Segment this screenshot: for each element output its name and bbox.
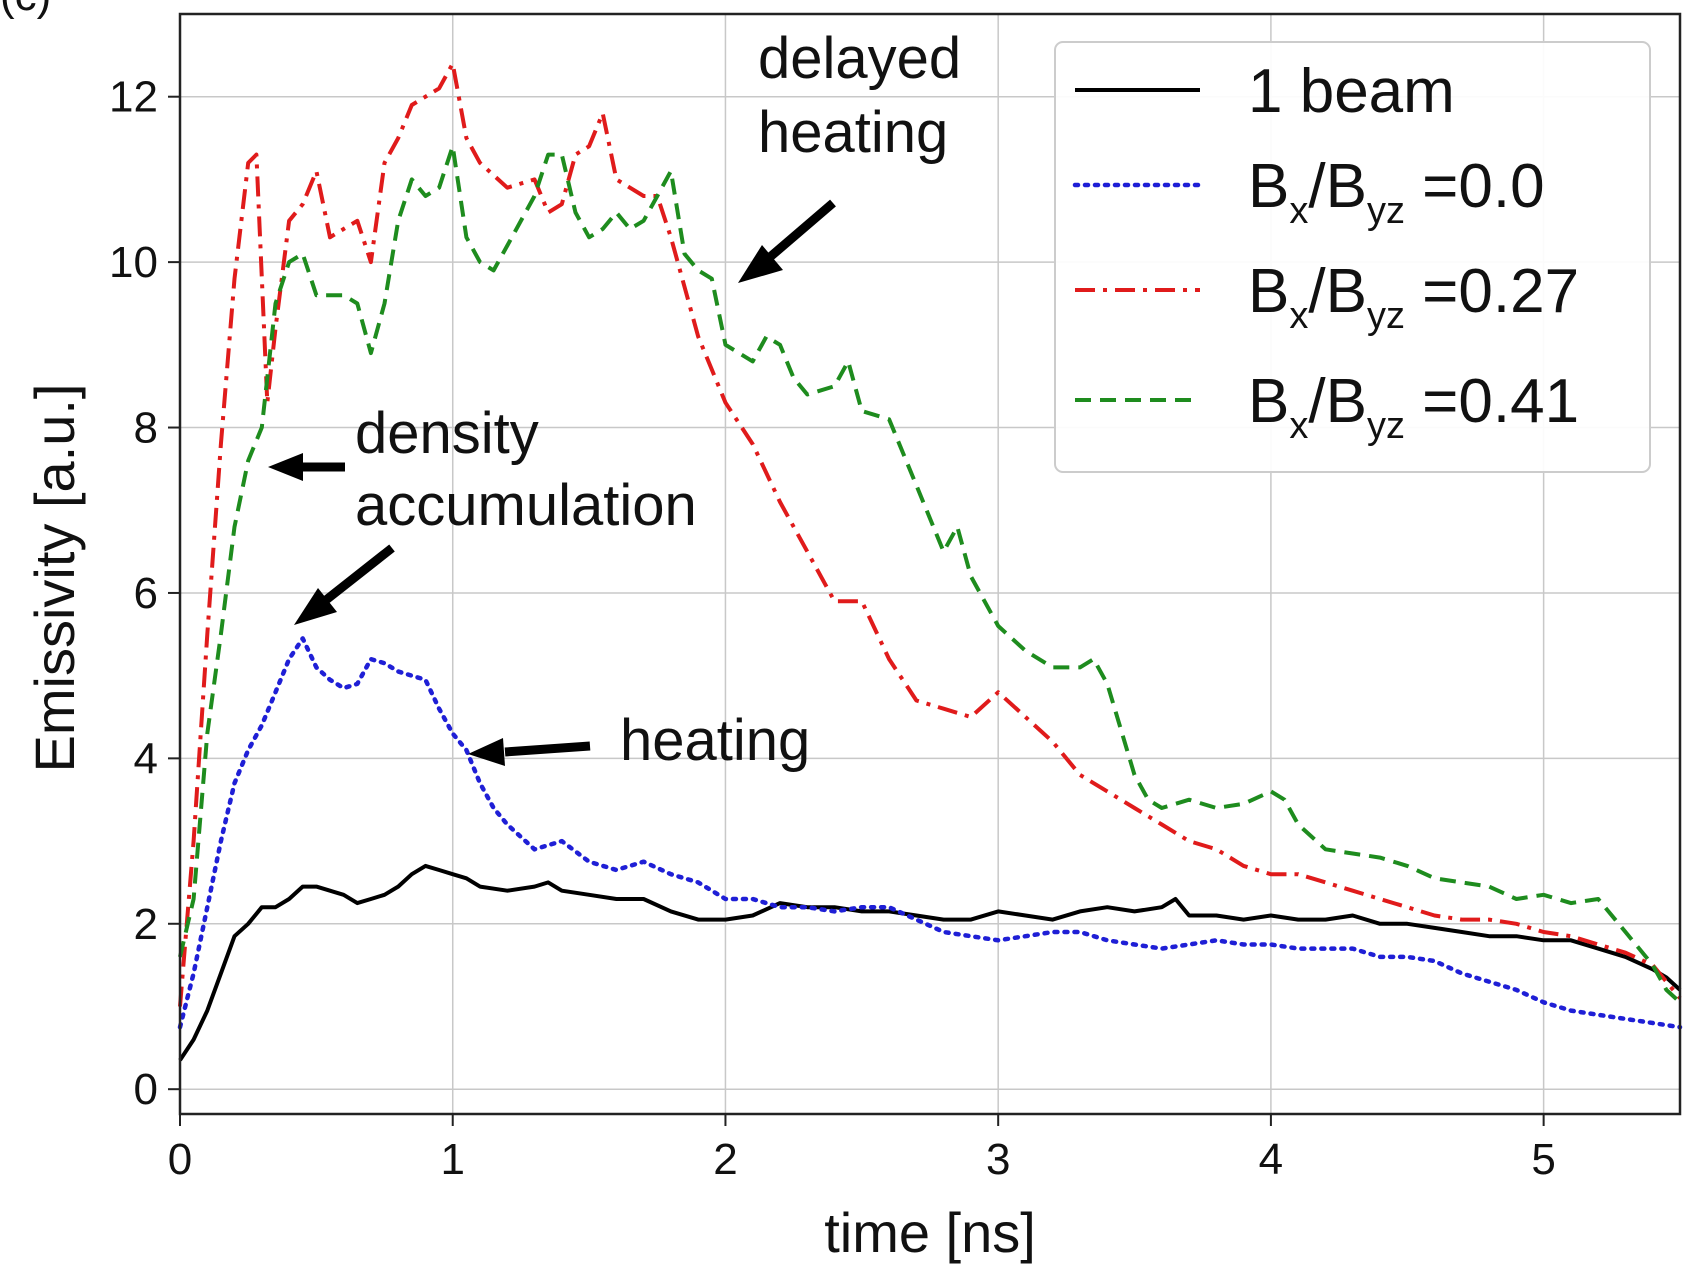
y-tick-label: 12 [109,73,158,122]
x-axis-label: time [ns] [824,1201,1036,1264]
legend-label: 1 beam [1248,57,1455,126]
series-1-beam [178,863,1682,1062]
arrow [268,453,345,481]
series-bx-byz-0-0 [177,636,1683,1030]
plot-frame [178,12,1682,1116]
legend-box [1054,41,1651,473]
legend-label: Bx/Byz =0.41 [1248,367,1579,447]
annotation-text: heating [758,100,948,165]
annotation-heating: heating [468,708,810,773]
y-tick-label: 10 [109,238,158,287]
annotation-density-accumulation: density accumulation [268,401,697,625]
x-tick-label: 4 [1259,1135,1283,1184]
y-axis-label: Emissivity [a.u.] [23,384,86,773]
x-tick-label: 0 [168,1135,192,1184]
annotation-text: delayed [758,26,961,91]
arrow [468,738,591,766]
y-tick-label: 0 [134,1065,158,1114]
legend-item: Bx/Byz =0.0 [1072,152,1545,232]
annotation-text: heating [620,708,810,773]
y-tick-label: 8 [134,404,158,453]
legend: 1 beam Bx/Byz =0.0 Bx/Byz =0.27 Bx/Byz =0.4… [1054,41,1651,473]
annotation-text: accumulation [355,473,697,538]
legend-label: Bx/Byz =0.0 [1248,152,1545,232]
series-bx-byz-0-27 [178,61,1682,1007]
y-tick-label: 6 [134,569,158,618]
legend-label: Bx/Byz =0.27 [1248,257,1579,337]
x-tick-label: 2 [713,1135,737,1184]
legend-item: 1 beam [1075,57,1455,126]
y-tick-label: 4 [134,734,158,783]
arrow [738,199,836,283]
legend-item: Bx/Byz =0.27 [1075,257,1579,337]
legend-item: Bx/Byz =0.41 [1075,367,1579,447]
annotation-text: density [355,401,539,466]
series-bx-byz-0-41 [178,144,1682,1004]
x-tick-label: 5 [1531,1135,1555,1184]
x-tick-label: 1 [440,1135,464,1184]
series-layer [177,61,1683,1062]
panel-label: (c) [0,0,51,20]
arrow [294,544,395,625]
x-tick-label: 3 [986,1135,1010,1184]
annotation-delayed-heating: delayed heating [738,26,961,283]
y-tick-label: 2 [134,900,158,949]
